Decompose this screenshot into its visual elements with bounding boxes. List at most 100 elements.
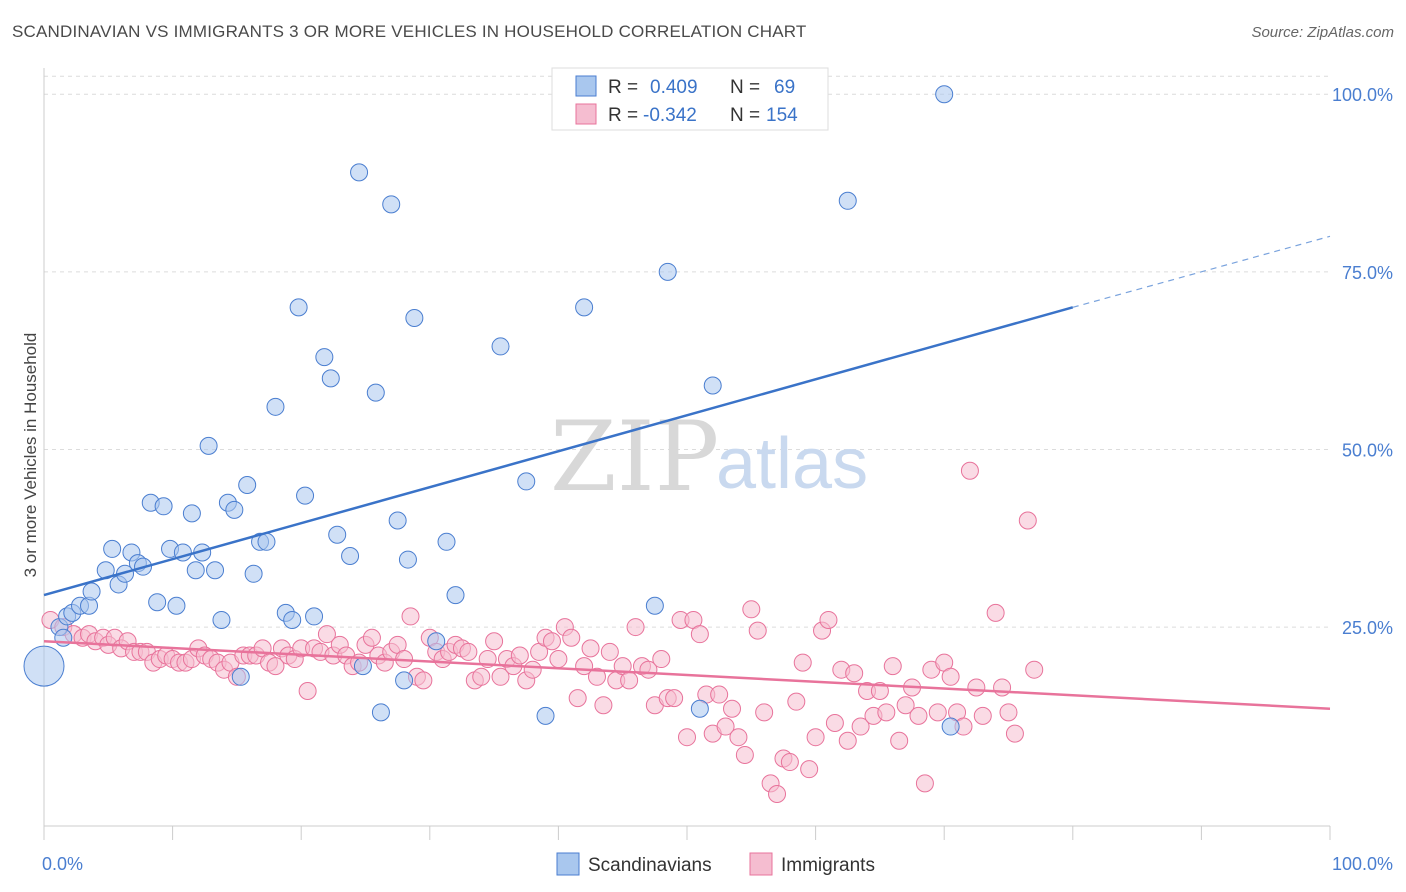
scandinavians-point-43 xyxy=(341,547,360,566)
scandinavians-point-60 xyxy=(645,596,664,615)
scandinavians-point-48 xyxy=(382,195,401,214)
scandinavians-point-51 xyxy=(398,550,417,569)
immigrants-point-105 xyxy=(729,728,748,747)
x-tick-label-0: 0.0% xyxy=(42,854,83,874)
immigrants-point-103 xyxy=(716,717,735,736)
y-tick-label-1: 50.0% xyxy=(1342,440,1393,460)
y-tick-label-2: 75.0% xyxy=(1342,263,1393,283)
legend-n-label-2: N = xyxy=(730,105,760,126)
legend-n-value-1: 69 xyxy=(774,77,795,98)
scandinavians-point-47 xyxy=(371,703,390,722)
scandinavians-point-7 xyxy=(82,582,101,601)
immigrants-point-148 xyxy=(1018,511,1037,530)
immigrants-point-113 xyxy=(780,753,799,772)
grid-lines xyxy=(44,75,1330,628)
scandinavians-point-26 xyxy=(212,610,231,629)
immigrants-point-124 xyxy=(851,717,870,736)
immigrants-point-127 xyxy=(870,682,889,701)
scandinavians-point-65 xyxy=(941,717,960,736)
immigrants-point-97 xyxy=(678,728,696,747)
source-label: Source: ZipAtlas.com xyxy=(1251,24,1394,41)
scandinavians-point-37 xyxy=(289,298,308,317)
immigrants-point-138 xyxy=(941,667,960,686)
immigrants-point-63 xyxy=(459,642,478,661)
bottom-legend-scandinavians: Scandinavians xyxy=(588,855,712,876)
immigrants-point-117 xyxy=(806,728,825,747)
immigrants-point-108 xyxy=(748,621,767,640)
immigrants-point-38 xyxy=(298,682,317,701)
bottom-legend-swatch-scandinavians xyxy=(556,852,580,876)
scandinavians-point-50 xyxy=(395,671,414,690)
scandinavians-point-38 xyxy=(296,486,315,505)
scandinavians-point-41 xyxy=(321,369,340,388)
immigrants-point-106 xyxy=(735,745,754,764)
scandinavians-trend-line xyxy=(43,306,1074,597)
bottom-legend-swatch-immigrants xyxy=(749,852,773,876)
scandinavians-point-33 xyxy=(257,532,276,551)
immigrants-point-93 xyxy=(652,650,671,669)
y-tick-label-0: 25.0% xyxy=(1342,618,1393,638)
watermark-atlas: atlas xyxy=(716,424,868,504)
legend-r-value-1: 0.409 xyxy=(650,77,698,98)
scandinavians-point-46 xyxy=(366,383,385,402)
immigrants-point-67 xyxy=(485,632,504,651)
legend-r-value-2: -0.342 xyxy=(643,105,697,126)
immigrants-point-102 xyxy=(710,685,729,704)
scandinavians-point-54 xyxy=(437,532,456,551)
immigrants-point-147 xyxy=(1005,724,1024,743)
scandinavians-point-49 xyxy=(388,511,407,530)
immigrants-point-48 xyxy=(362,628,381,647)
scandinavians-point-9 xyxy=(103,539,122,558)
immigrants-point-149 xyxy=(1025,660,1044,679)
immigrants-point-128 xyxy=(877,703,896,722)
legend-swatch-immigrants xyxy=(575,103,597,125)
scandinavians-point-29 xyxy=(231,667,250,686)
immigrants-point-83 xyxy=(587,667,606,686)
immigrants-point-116 xyxy=(800,760,819,779)
immigrants-point-79 xyxy=(562,628,581,647)
immigrants-point-130 xyxy=(890,731,909,750)
series-legend: Scandinavians Immigrants xyxy=(556,852,875,876)
bottom-legend-immigrants: Immigrants xyxy=(781,855,875,876)
scandinavians-point-63 xyxy=(703,376,722,395)
immigrants-point-114 xyxy=(787,692,806,711)
immigrants-point-104 xyxy=(723,699,742,718)
scandinavians-point-30 xyxy=(238,475,257,494)
immigrants-point-76 xyxy=(542,632,561,651)
immigrants-points xyxy=(41,461,1044,804)
scandinavians-point-58 xyxy=(536,706,555,725)
scandinavians-point-21 xyxy=(182,504,201,523)
scandinavians-point-53 xyxy=(427,632,446,651)
correlation-legend: R = 0.409 N = 69 R = -0.342 N = 154 xyxy=(551,67,829,131)
scandinavians-points xyxy=(23,85,960,736)
immigrants-point-141 xyxy=(960,461,979,480)
scandinavians-point-28 xyxy=(225,500,244,519)
immigrants-point-107 xyxy=(742,600,761,619)
scandinavians-point-25 xyxy=(206,561,225,580)
scandinavians-point-24 xyxy=(199,436,218,455)
immigrants-point-88 xyxy=(620,671,639,690)
immigrants-point-136 xyxy=(928,703,947,722)
immigrants-point-85 xyxy=(600,642,619,661)
scandinavians-point-36 xyxy=(283,610,302,629)
immigrants-point-143 xyxy=(973,706,992,725)
x-tick-label-1: 100.0% xyxy=(1332,854,1393,874)
y-axis-label: 3 or more Vehicles in Household xyxy=(21,333,40,578)
scandinavians-point-42 xyxy=(328,525,347,544)
scandinavians-point-16 xyxy=(148,593,167,612)
legend-n-value-2: 154 xyxy=(766,105,798,126)
scandinavians-point-66 xyxy=(935,85,954,104)
immigrants-point-134 xyxy=(915,774,934,793)
immigrants-point-89 xyxy=(626,618,645,637)
immigrants-point-142 xyxy=(967,678,986,697)
axes xyxy=(43,68,1331,840)
scandinavians-point-57 xyxy=(517,472,536,491)
immigrants-point-80 xyxy=(568,689,587,708)
scandinavians-point-17 xyxy=(154,497,173,516)
immigrants-point-144 xyxy=(986,603,1005,622)
scandinavians-point-45 xyxy=(353,657,372,676)
immigrants-point-119 xyxy=(819,610,838,629)
immigrants-point-122 xyxy=(838,731,857,750)
scandinavians-trend-extension xyxy=(1072,235,1331,308)
